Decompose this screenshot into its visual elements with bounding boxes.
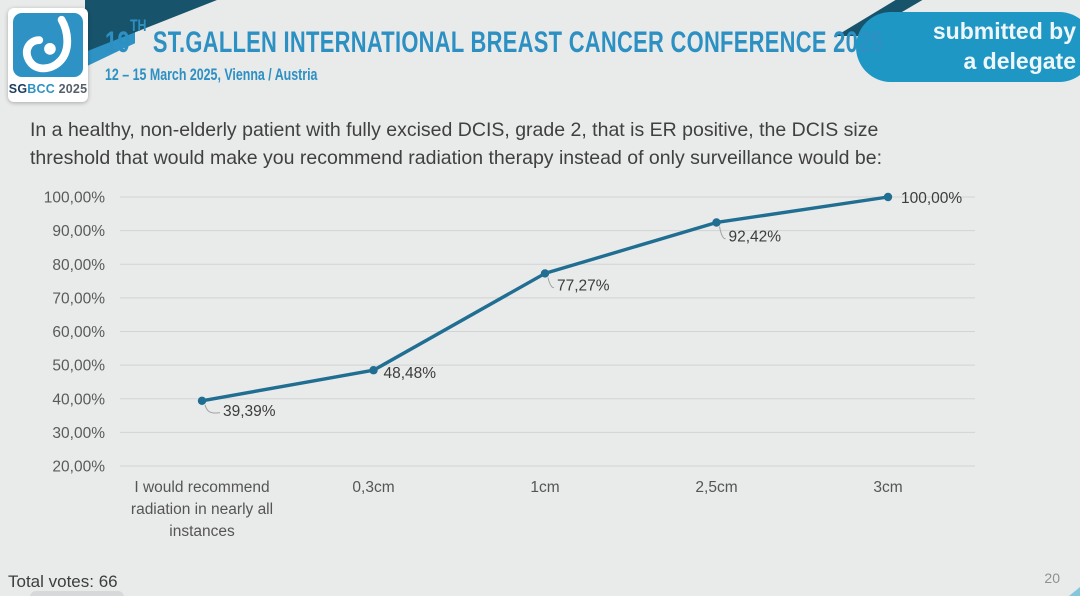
logo-year: 2025 xyxy=(54,82,88,96)
y-axis-tick: 70,00% xyxy=(52,290,105,307)
conference-title: 19TH ST.GALLEN INTERNATIONAL BREAST CANC… xyxy=(105,16,884,60)
votes-pill-decoration xyxy=(30,591,124,596)
x-axis-category: I would recommend radiation in nearly all… xyxy=(131,479,273,540)
y-axis-tick: 40,00% xyxy=(52,391,105,408)
x-axis-category: 1cm xyxy=(530,479,559,496)
poll-question: In a healthy, non-elderly patient with f… xyxy=(30,119,882,170)
label-leader-line xyxy=(204,404,221,414)
header: 19TH ST.GALLEN INTERNATIONAL BREAST CANC… xyxy=(105,16,1080,85)
logo-sg: SG xyxy=(8,82,28,96)
data-point xyxy=(883,192,893,202)
logo-bcc: BCC xyxy=(27,82,55,96)
total-votes: Total votes: 66 xyxy=(8,572,118,591)
data-point xyxy=(540,269,550,278)
y-axis-tick: 30,00% xyxy=(52,425,105,442)
data-label: 77,27% xyxy=(557,277,610,294)
title-ordinal: TH xyxy=(129,16,147,35)
submitted-by-badge: submitted by a delegate xyxy=(856,12,1080,82)
title-text: ST.GALLEN INTERNATIONAL BREAST CANCER CO… xyxy=(146,26,884,59)
data-label: 100,00% xyxy=(901,190,962,207)
x-axis-category: 3cm xyxy=(873,479,902,496)
title-number: 19 xyxy=(105,26,130,59)
data-label: 92,42% xyxy=(729,228,782,245)
data-point xyxy=(369,366,378,375)
page-number: 20 xyxy=(1044,570,1060,586)
label-leader-line xyxy=(719,226,726,240)
sgbcc-logo-text: SGBCC 2025 xyxy=(8,82,88,96)
y-axis-tick: 20,00% xyxy=(52,459,105,476)
y-axis-tick: 60,00% xyxy=(52,324,105,341)
data-label: 39,39% xyxy=(223,403,276,420)
badge-line-2: a delegate xyxy=(963,48,1077,74)
y-axis-tick: 90,00% xyxy=(52,223,105,240)
label-leader-line xyxy=(547,277,555,289)
data-point xyxy=(712,218,721,227)
badge-line-1: submitted by xyxy=(932,18,1076,45)
sgbcc-logo-card: SGBCC 2025 xyxy=(8,8,88,102)
y-axis-tick: 50,00% xyxy=(52,358,105,375)
x-axis-category: 0,3cm xyxy=(352,479,394,496)
sgbcc-logo-icon xyxy=(13,13,83,77)
series-line xyxy=(200,195,890,403)
y-axis-tick: 80,00% xyxy=(52,257,105,274)
y-axis-tick: 100,00% xyxy=(44,190,105,207)
corner-accent xyxy=(1069,587,1080,596)
x-axis-category: 2,5cm xyxy=(695,479,737,496)
breast-symbol-icon xyxy=(23,15,72,73)
data-point xyxy=(197,396,207,406)
conference-subtitle: 12 – 15 March 2025, Vienna / Austria xyxy=(105,65,318,84)
data-label: 48,48% xyxy=(384,365,437,382)
